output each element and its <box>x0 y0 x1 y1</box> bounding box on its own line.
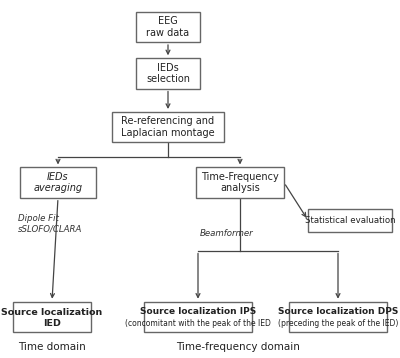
FancyBboxPatch shape <box>289 301 387 332</box>
Text: Source localization DPS: Source localization DPS <box>278 307 398 316</box>
Text: Time-Frequency
analysis: Time-Frequency analysis <box>201 172 279 193</box>
Text: Dipole Fit
sSLOFO/CLARA: Dipole Fit sSLOFO/CLARA <box>18 214 82 233</box>
Text: (preceding the peak of the IED): (preceding the peak of the IED) <box>278 319 398 328</box>
Text: Beamformer: Beamformer <box>200 229 254 238</box>
FancyBboxPatch shape <box>136 11 200 42</box>
Text: IEDs
averaging: IEDs averaging <box>34 172 82 193</box>
Text: Re-referencing and
Laplacian montage: Re-referencing and Laplacian montage <box>121 116 215 138</box>
Text: Time-frequency domain: Time-frequency domain <box>176 342 300 352</box>
Text: Source localization IPS: Source localization IPS <box>140 307 256 316</box>
Text: Source localization: Source localization <box>1 308 103 317</box>
Text: Statistical evaluation: Statistical evaluation <box>305 216 395 225</box>
FancyBboxPatch shape <box>308 208 392 232</box>
FancyBboxPatch shape <box>196 168 284 198</box>
Text: IED: IED <box>43 319 61 328</box>
FancyBboxPatch shape <box>144 301 252 332</box>
FancyBboxPatch shape <box>112 112 224 142</box>
Text: IEDs
selection: IEDs selection <box>146 63 190 84</box>
Text: EEG
raw data: EEG raw data <box>146 16 190 38</box>
Text: Time domain: Time domain <box>18 342 86 352</box>
FancyBboxPatch shape <box>20 168 96 198</box>
FancyBboxPatch shape <box>13 301 91 332</box>
Text: (concomitant with the peak of the IED: (concomitant with the peak of the IED <box>125 319 271 328</box>
FancyBboxPatch shape <box>136 58 200 88</box>
